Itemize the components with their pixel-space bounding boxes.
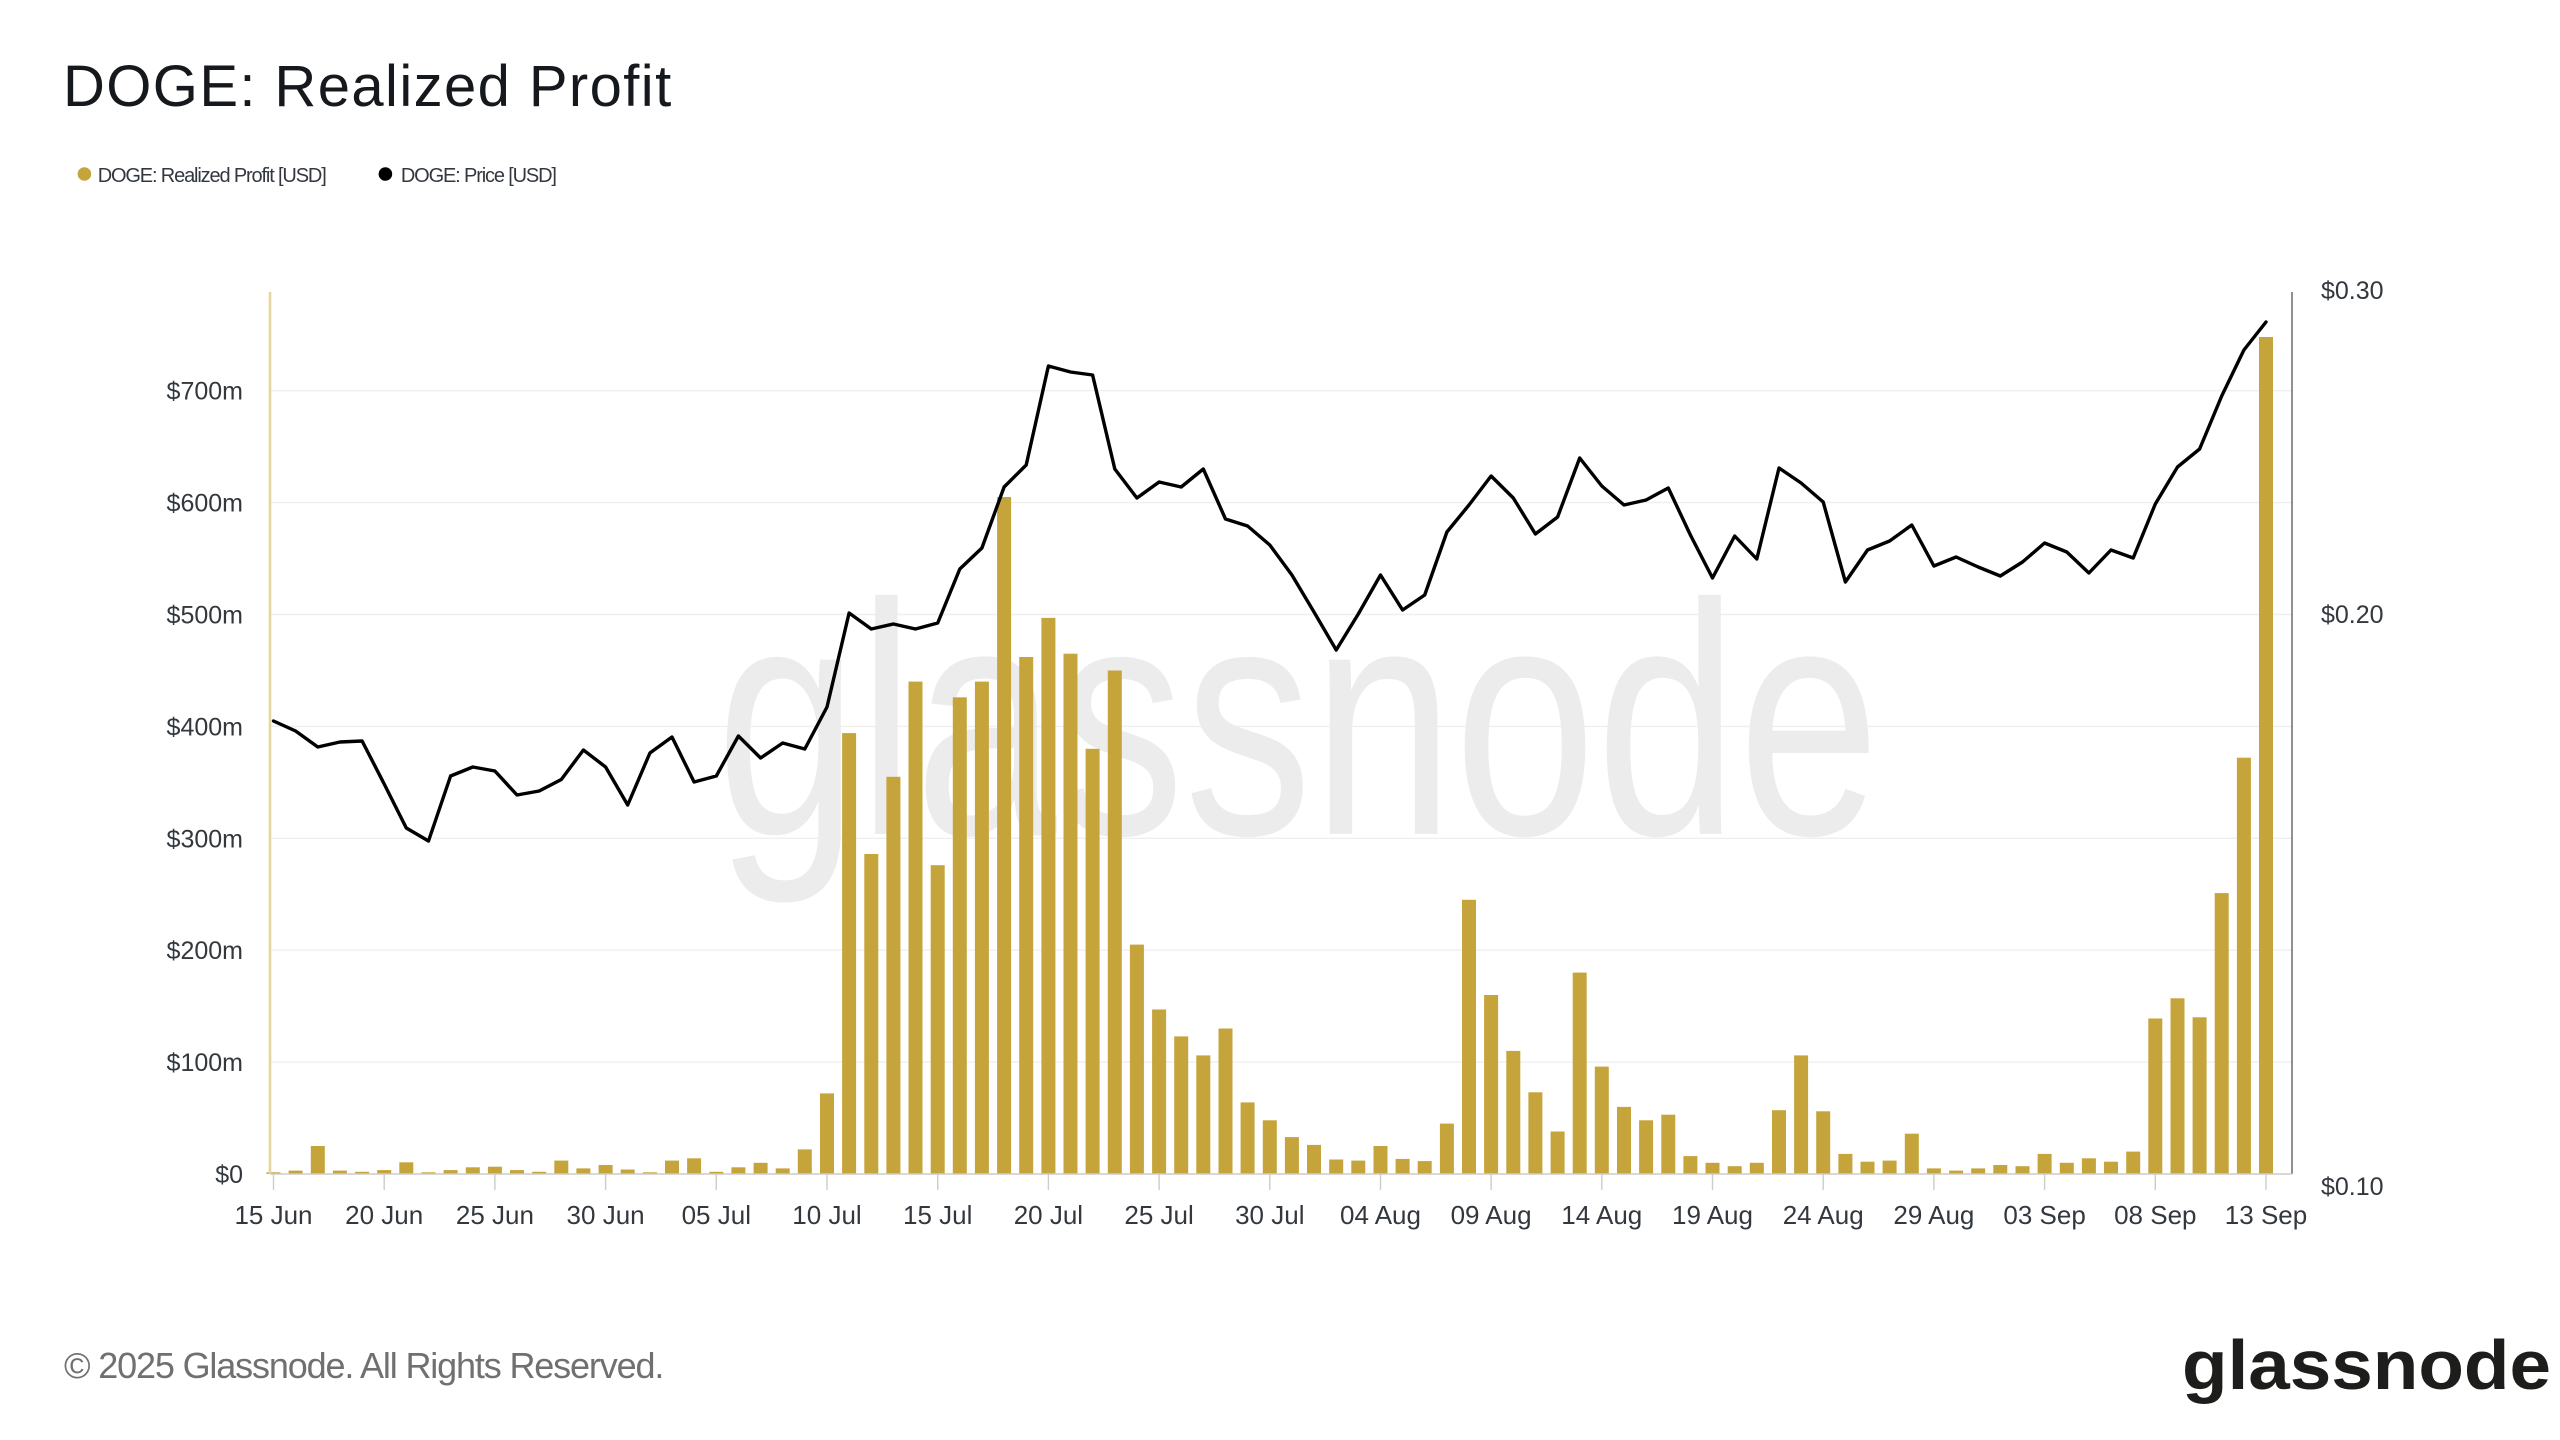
- svg-text:10 Jul: 10 Jul: [792, 1200, 861, 1230]
- svg-text:14 Aug: 14 Aug: [1561, 1200, 1642, 1230]
- svg-text:$500m: $500m: [167, 602, 243, 630]
- svg-text:$400m: $400m: [167, 713, 243, 741]
- svg-text:$100m: $100m: [167, 1049, 243, 1077]
- svg-text:15 Jul: 15 Jul: [903, 1200, 972, 1230]
- svg-text:25 Jul: 25 Jul: [1124, 1200, 1193, 1230]
- svg-text:$0.20: $0.20: [2321, 601, 2384, 629]
- svg-text:15 Jun: 15 Jun: [234, 1200, 312, 1230]
- svg-text:20 Jul: 20 Jul: [1014, 1200, 1083, 1230]
- svg-text:25 Jun: 25 Jun: [456, 1200, 534, 1230]
- svg-text:$0.10: $0.10: [2321, 1173, 2384, 1201]
- svg-text:$0: $0: [215, 1161, 243, 1189]
- svg-text:13 Sep: 13 Sep: [2225, 1200, 2307, 1230]
- svg-text:09 Aug: 09 Aug: [1451, 1200, 1532, 1230]
- svg-text:05 Jul: 05 Jul: [682, 1200, 751, 1230]
- svg-text:03 Sep: 03 Sep: [2003, 1200, 2085, 1230]
- svg-text:08 Sep: 08 Sep: [2114, 1200, 2196, 1230]
- svg-text:DOGE: Price [USD]: DOGE: Price [USD]: [401, 165, 557, 187]
- svg-text:$300m: $300m: [167, 825, 243, 853]
- svg-text:$200m: $200m: [167, 937, 243, 965]
- svg-text:glassnode: glassnode: [2182, 1326, 2551, 1404]
- svg-text:$600m: $600m: [167, 490, 243, 518]
- svg-text:$0.30: $0.30: [2321, 277, 2384, 305]
- svg-text:© 2025 Glassnode. All Rights R: © 2025 Glassnode. All Rights Reserved.: [64, 1345, 663, 1386]
- svg-text:30 Jul: 30 Jul: [1235, 1200, 1304, 1230]
- svg-text:DOGE: Realized Profit: DOGE: Realized Profit: [63, 54, 673, 119]
- svg-text:30 Jun: 30 Jun: [567, 1200, 645, 1230]
- svg-text:29 Aug: 29 Aug: [1893, 1200, 1974, 1230]
- svg-text:24 Aug: 24 Aug: [1783, 1200, 1864, 1230]
- svg-text:DOGE: Realized Profit [USD]: DOGE: Realized Profit [USD]: [98, 165, 327, 187]
- svg-text:19 Aug: 19 Aug: [1672, 1200, 1753, 1230]
- svg-text:20 Jun: 20 Jun: [345, 1200, 423, 1230]
- svg-text:04 Aug: 04 Aug: [1340, 1200, 1421, 1230]
- svg-text:$700m: $700m: [167, 378, 243, 406]
